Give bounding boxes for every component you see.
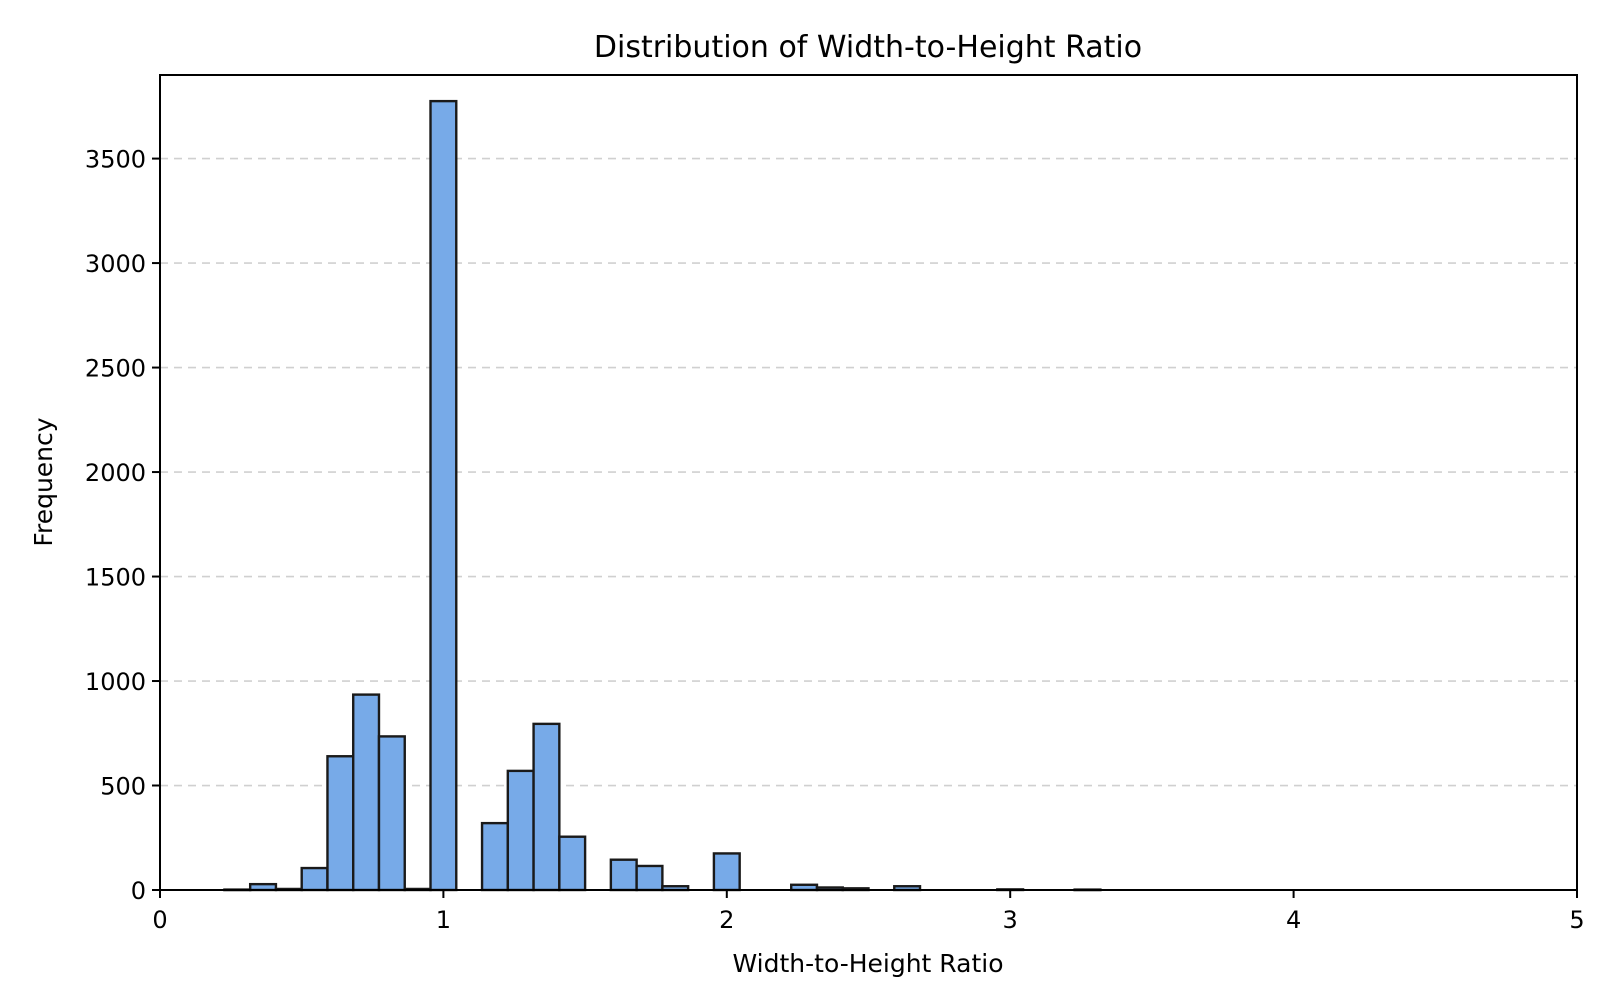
y-tick-label: 3500 <box>85 146 146 174</box>
x-tick-label: 2 <box>719 906 734 934</box>
x-tick-label: 0 <box>152 906 167 934</box>
histogram-bar <box>352 693 381 892</box>
y-tick-label: 0 <box>131 877 146 905</box>
x-axis-label: Width-to-Height Ratio <box>732 949 1003 978</box>
y-tick-label: 500 <box>100 773 146 801</box>
y-axis-ticks: 0 500 1000 1500 2000 2500 3000 3500 <box>85 146 160 905</box>
histogram-bar <box>377 735 406 892</box>
y-tick-label: 1500 <box>85 564 146 592</box>
histogram-bar <box>506 769 535 892</box>
histogram-bar <box>326 755 355 892</box>
histogram-bar <box>558 835 587 892</box>
y-tick-label: 3000 <box>85 250 146 278</box>
histogram-bar <box>532 722 561 892</box>
histogram-bar <box>300 866 329 892</box>
plot-frame <box>159 74 1578 891</box>
histogram-bar <box>712 852 741 892</box>
x-tick-label: 5 <box>1569 906 1584 934</box>
bars <box>223 99 1102 892</box>
y-axis-label: Frequency <box>29 417 58 546</box>
x-tick-label: 3 <box>1003 906 1018 934</box>
gridlines <box>160 157 1577 787</box>
x-tick-label: 4 <box>1286 906 1301 934</box>
x-tick-label: 1 <box>436 906 451 934</box>
histogram-bar <box>609 858 638 892</box>
histogram-bar <box>635 864 664 892</box>
y-tick-label: 2000 <box>85 459 146 487</box>
x-axis-ticks: 0 1 2 3 4 5 <box>152 890 1585 934</box>
chart-title: Distribution of Width-to-Height Ratio <box>594 30 1142 65</box>
histogram-bar <box>480 821 510 892</box>
y-tick-label: 1000 <box>85 668 146 696</box>
histogram-bar <box>429 99 458 892</box>
y-tick-label: 2500 <box>85 355 146 383</box>
